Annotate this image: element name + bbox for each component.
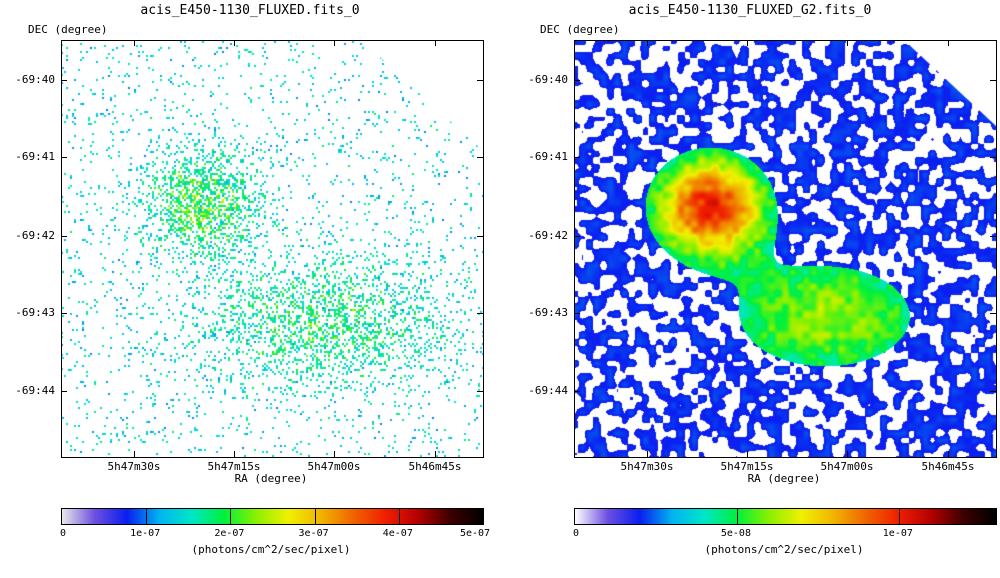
y-tick-mark [990, 313, 996, 314]
colorbar-tick-label: 4e-07 [382, 528, 413, 539]
y-tick-label: -69:41 [15, 150, 55, 163]
image-plot-area[interactable] [61, 40, 484, 458]
y-tick-mark [990, 391, 996, 392]
colorbar [61, 508, 484, 525]
x-axis-label: RA (degree) [234, 472, 308, 485]
x-tick-label: 5h47m00s [307, 460, 361, 473]
y-tick-label: -69:42 [528, 229, 568, 242]
x-tick-mark [334, 40, 335, 46]
y-tick-mark [990, 157, 996, 158]
y-tick-label: -69:40 [15, 73, 55, 86]
x-tick-mark [134, 40, 135, 46]
y-tick-label: -69:43 [528, 306, 568, 319]
y-tick-mark [477, 236, 483, 237]
colorbar-tick-mark [314, 509, 316, 524]
y-tick-mark [574, 313, 580, 314]
x-tick-mark [847, 451, 848, 457]
x-tick-mark [948, 40, 949, 46]
fluxed-image [62, 41, 483, 457]
colorbar [574, 508, 997, 525]
panel-title: acis_E450-1130_FLUXED_G2.fits_0 [628, 3, 872, 18]
colorbar-tick-mark [398, 509, 400, 524]
x-tick-label: 5h47m15s [720, 460, 774, 473]
x-tick-mark [334, 451, 335, 457]
y-tick-label: -69:44 [15, 384, 55, 397]
colorbar-tick-label: 0 [572, 528, 580, 539]
y-tick-label: -69:43 [15, 306, 55, 319]
y-tick-mark [61, 313, 67, 314]
y-tick-mark [477, 157, 483, 158]
x-tick-label: 5h46m45s [921, 460, 975, 473]
colorbar-tick-label: 1e-07 [130, 528, 161, 539]
colorbar-tick-label: 3e-07 [298, 528, 329, 539]
y-tick-mark [477, 80, 483, 81]
y-axis-label: DEC (degree) [540, 23, 620, 36]
colorbar-tick-label: 2e-07 [214, 528, 245, 539]
y-tick-label: -69:42 [15, 229, 55, 242]
x-tick-mark [234, 40, 235, 46]
y-tick-mark [61, 157, 67, 158]
x-tick-label: 5h47m15s [207, 460, 261, 473]
y-tick-mark [61, 80, 67, 81]
colorbar-tick-mark [146, 509, 148, 524]
colorbar-tick-label: 5e-07 [459, 528, 491, 539]
right-image-panel: acis_E450-1130_FLUXED_G2.fits_0 DEC (deg… [500, 0, 1000, 578]
y-tick-mark [61, 391, 67, 392]
x-tick-mark [234, 451, 235, 457]
left-image-panel: acis_E450-1130_FLUXED.fits_0 DEC (degree… [15, 3, 490, 556]
y-tick-mark [574, 157, 580, 158]
x-tick-label: 5h47m00s [820, 460, 874, 473]
colorbar-tick-mark [230, 509, 232, 524]
y-axis-label: DEC (degree) [28, 23, 108, 36]
smoothed-image [575, 41, 996, 457]
y-tick-mark [477, 391, 483, 392]
colorbar-tick-label: 1e-07 [882, 528, 913, 539]
panel-title: acis_E450-1130_FLUXED.fits_0 [140, 3, 360, 18]
x-tick-mark [435, 40, 436, 46]
x-tick-mark [747, 40, 748, 46]
x-tick-mark [647, 451, 648, 457]
y-tick-mark [477, 313, 483, 314]
colorbar-units: (photons/cm^2/sec/pixel) [191, 543, 351, 556]
x-tick-mark [647, 40, 648, 46]
y-tick-label: -69:40 [528, 73, 568, 86]
y-tick-mark [574, 80, 580, 81]
colorbar-tick-label: 0 [59, 528, 67, 539]
y-tick-mark [61, 236, 67, 237]
x-tick-mark [948, 451, 949, 457]
x-tick-label: 5h47m30s [620, 460, 674, 473]
y-tick-mark [990, 80, 996, 81]
x-tick-mark [134, 451, 135, 457]
x-axis-label: RA (degree) [747, 472, 821, 485]
image-plot-area[interactable] [574, 40, 997, 458]
y-tick-mark [574, 391, 580, 392]
x-tick-mark [747, 451, 748, 457]
x-tick-label: 5h47m30s [107, 460, 161, 473]
y-tick-mark [990, 236, 996, 237]
y-tick-mark [574, 236, 580, 237]
colorbar-units: (photons/cm^2/sec/pixel) [704, 543, 864, 556]
x-tick-mark [435, 451, 436, 457]
x-tick-label: 5h46m45s [408, 460, 462, 473]
colorbar-tick-label: 5e-08 [720, 528, 751, 539]
colorbar-tick-mark [736, 509, 738, 524]
colorbar-tick-mark [898, 509, 900, 524]
y-tick-label: -69:41 [528, 150, 568, 163]
y-tick-label: -69:44 [528, 384, 568, 397]
x-tick-mark [847, 40, 848, 46]
